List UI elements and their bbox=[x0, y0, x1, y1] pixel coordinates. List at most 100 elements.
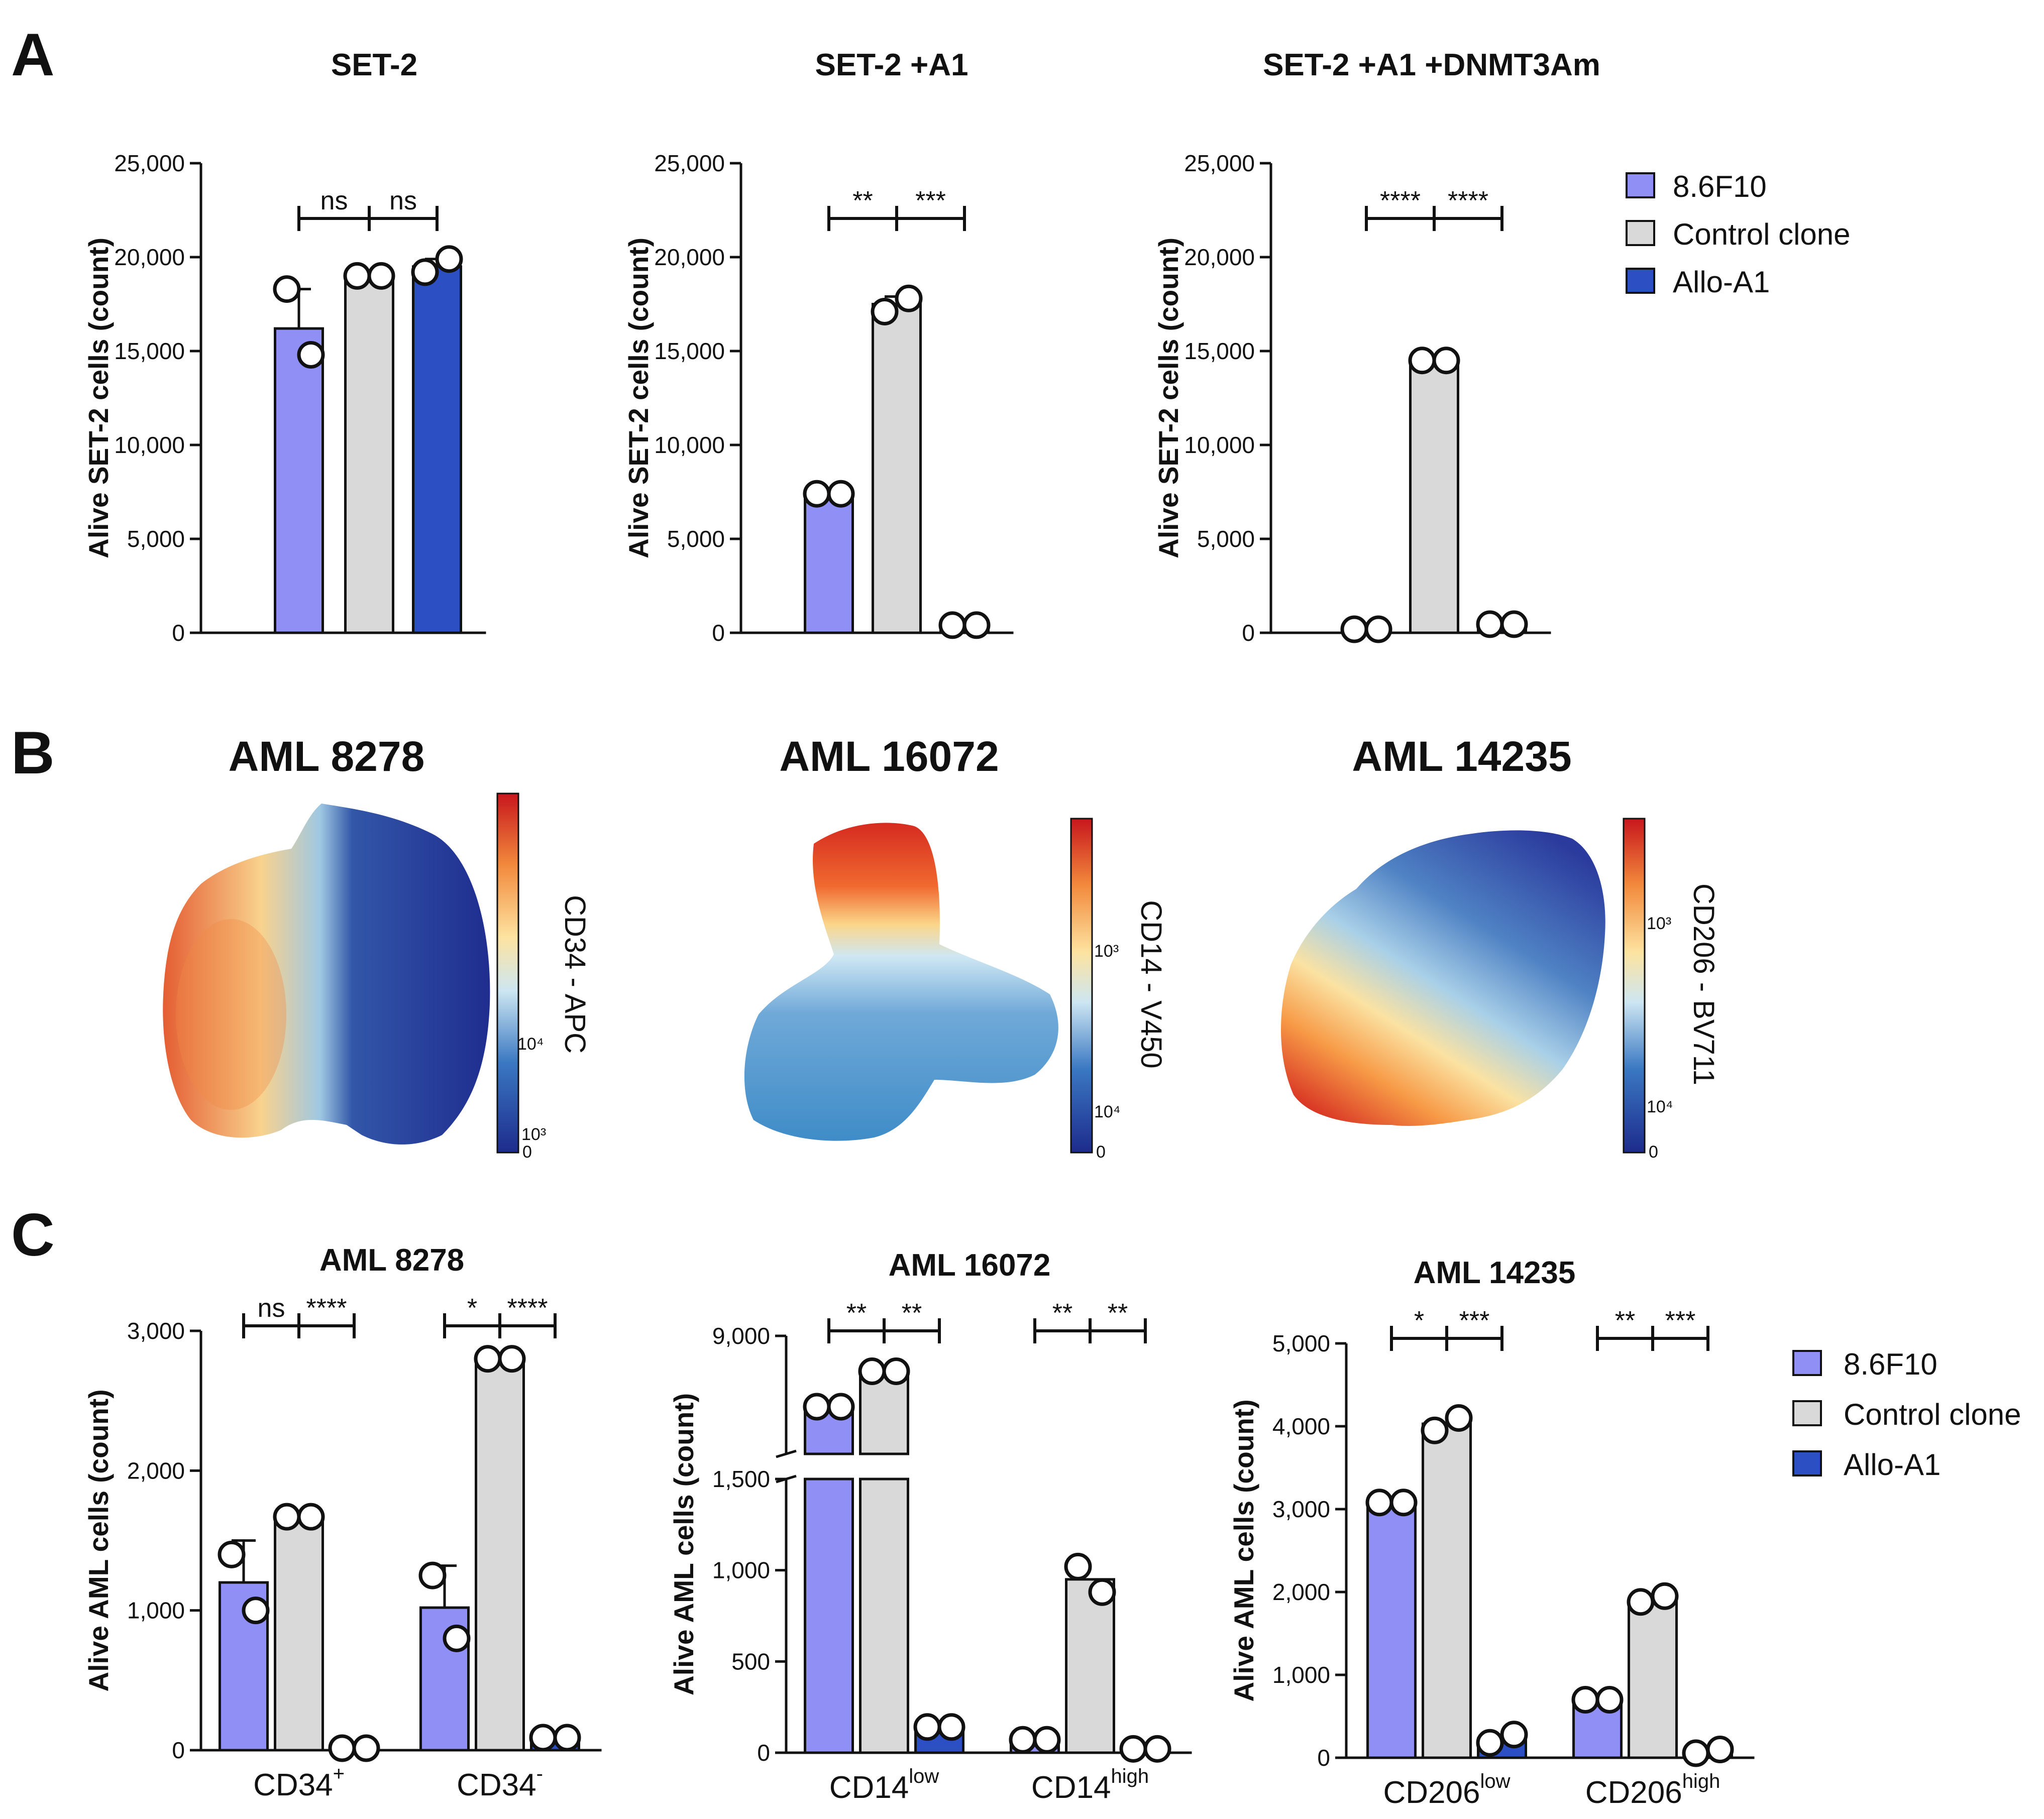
panel-letter-a: A bbox=[11, 21, 55, 88]
bar-1-point bbox=[871, 297, 899, 325]
y-tick-label: 1,000 bbox=[712, 1557, 770, 1583]
colorbar-label: CD34 - APC bbox=[559, 895, 591, 1054]
group-0-series-0-bar-lower bbox=[804, 1477, 854, 1754]
y-tick-label: 15,000 bbox=[1184, 338, 1255, 364]
group-0-sig-right-significance: *** bbox=[1459, 1306, 1490, 1335]
colorbar-tick: 0 bbox=[1096, 1143, 1106, 1162]
group-1-series-1-point bbox=[1651, 1582, 1679, 1610]
y-tick-label: 10,000 bbox=[1184, 432, 1255, 458]
group-1-sig-left-significance: ** bbox=[1052, 1299, 1072, 1328]
x-category-label: CD206high bbox=[1585, 1770, 1720, 1810]
colorbar-tick: 10³ bbox=[521, 1125, 546, 1144]
chart-title: AML 14235 bbox=[1414, 1256, 1576, 1290]
group-0-series-0-point bbox=[1389, 1489, 1418, 1517]
group-0-series-0-point bbox=[218, 1540, 246, 1568]
y-tick-label: 9,000 bbox=[712, 1323, 770, 1349]
bar-2-point bbox=[1476, 610, 1504, 638]
x-category-base: CD14 bbox=[1031, 1770, 1111, 1805]
chart-3: AML 8278 Alive AML cells (count) 0 1,000 2,0… bbox=[83, 1243, 602, 1802]
y-tick-label: 0 bbox=[1317, 1745, 1330, 1771]
bar-charts: SET-2 Alive SET-2 cells (count) 0 5,000 10,0… bbox=[83, 48, 1755, 1810]
bar-0-point bbox=[803, 480, 831, 508]
group-1-series-0-point bbox=[1571, 1686, 1599, 1714]
group-1-series-1-point bbox=[474, 1345, 502, 1373]
bar-2-point bbox=[962, 611, 991, 639]
y-tick-label: 5,000 bbox=[1272, 1330, 1330, 1356]
y-tick-label: 25,000 bbox=[114, 150, 185, 176]
group-0-series-2-point bbox=[1500, 1721, 1528, 1749]
y-tick-label: 500 bbox=[731, 1648, 770, 1674]
group-1-series-2-point bbox=[1706, 1736, 1734, 1763]
x-category-base: CD14 bbox=[829, 1770, 909, 1805]
bar-0-point bbox=[1364, 615, 1392, 643]
bar-1-point bbox=[343, 262, 371, 290]
group-0-series-1-bar-upper bbox=[859, 1370, 909, 1455]
x-category-superscript: + bbox=[333, 1763, 345, 1785]
colorbar bbox=[496, 792, 519, 1154]
group-0-series-1-bar bbox=[1422, 1422, 1472, 1759]
x-category-label: CD14high bbox=[1031, 1765, 1149, 1805]
chart-title: AML 8278 bbox=[319, 1243, 464, 1278]
group-0-series-1-point bbox=[858, 1357, 886, 1385]
group-1-series-2-point bbox=[553, 1724, 581, 1752]
umap-cloud bbox=[744, 823, 1058, 1141]
y-axis-label: Alive SET-2 cells (count) bbox=[83, 238, 114, 558]
x-category-superscript: low bbox=[909, 1765, 939, 1787]
bar-0-point bbox=[1340, 615, 1368, 643]
group-0-series-0-point bbox=[803, 1393, 831, 1421]
colorbar-tick: 10⁴ bbox=[1094, 1102, 1120, 1121]
group-0-series-1-bar bbox=[274, 1515, 324, 1752]
bar-0-point bbox=[273, 275, 301, 303]
sig-left-significance: ns bbox=[320, 186, 348, 215]
group-1-series-1-bar bbox=[1628, 1599, 1678, 1759]
group-0-series-1-point bbox=[1421, 1416, 1449, 1444]
legend-a-label-allo: Allo-A1 bbox=[1673, 265, 1770, 299]
bar-0-point bbox=[827, 480, 855, 508]
group-0-sig-left-significance: ** bbox=[846, 1299, 867, 1328]
y-tick-label: 0 bbox=[172, 620, 185, 646]
group-1-sig-right-significance: **** bbox=[507, 1294, 548, 1323]
colorbar-label: CD14 - V450 bbox=[1135, 900, 1167, 1068]
group-0-series-1-point bbox=[273, 1503, 301, 1531]
bar-1-bar bbox=[1409, 359, 1459, 634]
legend-a: 8.6F10 Control clone Allo-A1 bbox=[1626, 170, 1851, 299]
legend-a-label-control: Control clone bbox=[1673, 217, 1851, 251]
bar-1-point bbox=[895, 284, 923, 312]
group-1-series-1-point bbox=[1088, 1578, 1116, 1606]
bar-1-bar bbox=[872, 303, 922, 634]
group-0-series-0-point bbox=[242, 1597, 270, 1625]
legend-c-swatch-8.6F10 bbox=[1792, 1350, 1822, 1376]
y-axis-label: Alive SET-2 cells (count) bbox=[623, 238, 654, 558]
y-tick-label: 0 bbox=[712, 620, 725, 646]
chart-title: SET-2 bbox=[331, 48, 417, 82]
y-axis-label: Alive AML cells (count) bbox=[668, 1393, 699, 1695]
group-1-series-2-point bbox=[1682, 1739, 1710, 1767]
bar-0-point bbox=[297, 340, 325, 369]
colorbar bbox=[1623, 818, 1646, 1154]
umap-title: AML 16072 bbox=[779, 733, 999, 780]
umap-aml-16072: AML 16072 10³ 10⁴ 0 CD14 - V450 bbox=[744, 733, 1167, 1162]
bar-1-point bbox=[367, 262, 395, 290]
chart-title: SET-2 +A1 +DNMT3Am bbox=[1263, 48, 1600, 82]
colorbar bbox=[1070, 818, 1093, 1154]
colorbar-label: CD206 - BV711 bbox=[1687, 883, 1720, 1085]
legend-c: 8.6F10 Control clone Allo-A1 bbox=[1792, 1347, 2021, 1482]
axis-break-mark bbox=[776, 1449, 797, 1458]
colorbar-tick: 0 bbox=[1649, 1143, 1658, 1162]
bar-0-bar bbox=[804, 492, 854, 634]
bar-1-point bbox=[1432, 347, 1460, 375]
group-1-series-1-point bbox=[498, 1345, 526, 1373]
legend-c-swatch-control bbox=[1792, 1400, 1822, 1426]
colorbar-tick: 10⁴ bbox=[517, 1035, 544, 1054]
x-category-superscript: high bbox=[1682, 1770, 1720, 1792]
group-0-series-2-point bbox=[913, 1713, 941, 1741]
group-0-series-1-point bbox=[297, 1503, 325, 1531]
umap-title: AML 8278 bbox=[229, 733, 425, 780]
y-tick-label: 5,000 bbox=[1197, 526, 1255, 552]
bar-1-bar bbox=[344, 276, 394, 634]
y-axis-label: Alive SET-2 cells (count) bbox=[1153, 238, 1184, 558]
y-tick-label: 5,000 bbox=[667, 526, 725, 552]
group-0-series-2-point bbox=[937, 1713, 965, 1741]
y-tick-label: 1,000 bbox=[1272, 1662, 1330, 1688]
legend-c-swatch-allo bbox=[1792, 1450, 1822, 1476]
